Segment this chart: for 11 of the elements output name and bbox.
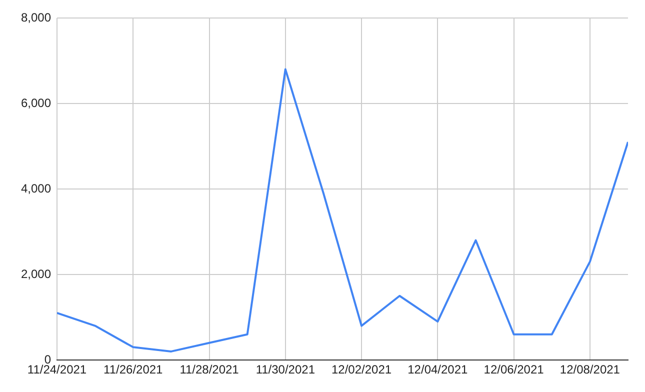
y-tick-label: 4,000 bbox=[20, 181, 52, 196]
y-tick-label: 6,000 bbox=[20, 96, 52, 110]
y-tick-label: 2,000 bbox=[20, 266, 52, 281]
x-tick-label: 12/04/2021 bbox=[408, 362, 468, 377]
x-tick-label: 11/28/2021 bbox=[180, 362, 240, 377]
y-tick-label: 8,000 bbox=[20, 10, 52, 24]
x-tick-label: 12/08/2021 bbox=[560, 362, 620, 377]
x-tick-label: 11/30/2021 bbox=[256, 362, 316, 377]
x-tick-label: 11/26/2021 bbox=[104, 362, 164, 377]
x-tick-label: 12/06/2021 bbox=[484, 362, 544, 377]
x-tick-label: 12/02/2021 bbox=[332, 362, 392, 377]
